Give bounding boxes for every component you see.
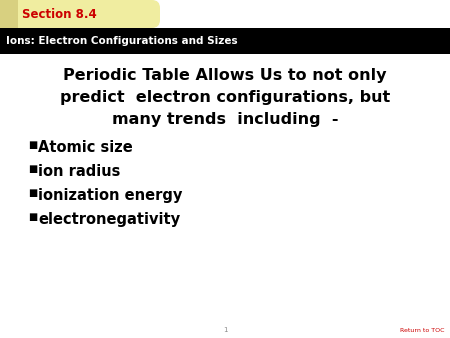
Text: ion radius: ion radius <box>38 164 121 179</box>
Bar <box>0 0 450 28</box>
Text: electronegativity: electronegativity <box>38 212 180 227</box>
Bar <box>0 28 450 54</box>
Text: Ions: Electron Configurations and Sizes: Ions: Electron Configurations and Sizes <box>6 36 238 46</box>
Bar <box>0 0 18 28</box>
Text: 1: 1 <box>223 327 227 333</box>
Text: ■: ■ <box>28 164 37 174</box>
Text: ■: ■ <box>28 188 37 198</box>
FancyBboxPatch shape <box>0 0 160 28</box>
Text: ■: ■ <box>28 140 37 150</box>
Text: ■: ■ <box>28 212 37 222</box>
Text: predict  electron configurations, but: predict electron configurations, but <box>60 90 390 105</box>
Text: ionization energy: ionization energy <box>38 188 182 203</box>
Text: Atomic size: Atomic size <box>38 140 133 155</box>
Text: Return to TOC: Return to TOC <box>400 328 445 333</box>
Text: Section 8.4: Section 8.4 <box>22 7 97 21</box>
Text: many trends  including  -: many trends including - <box>112 112 338 127</box>
Text: Periodic Table Allows Us to not only: Periodic Table Allows Us to not only <box>63 68 387 83</box>
